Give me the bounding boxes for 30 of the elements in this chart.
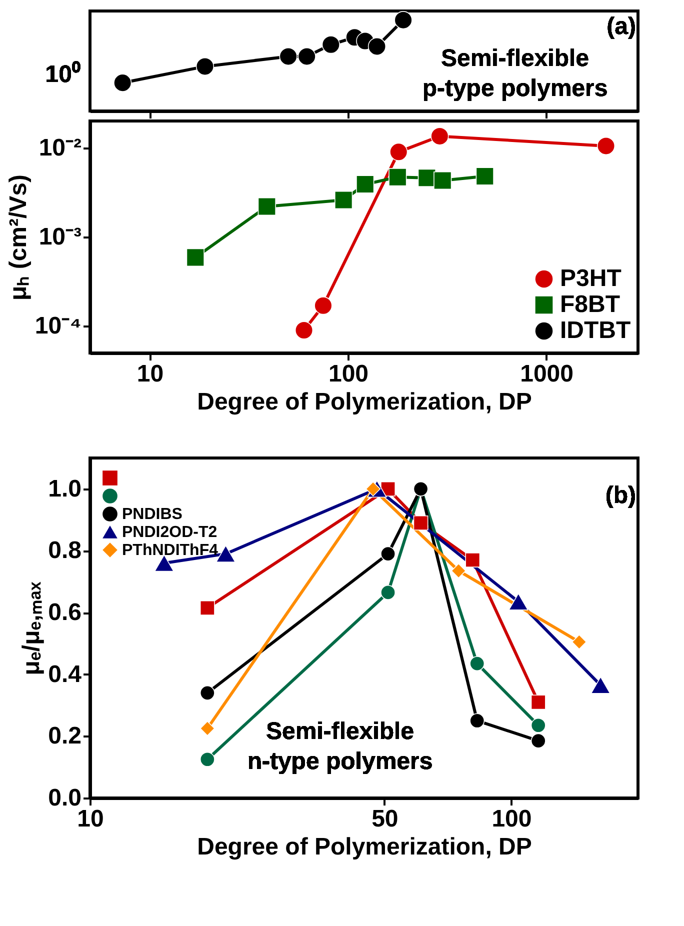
x-tick-label: 50 (372, 806, 398, 832)
y-tick-label: 10⁻³ (38, 224, 82, 250)
x-tick-label: 10 (136, 360, 164, 388)
annotation: (b) (605, 482, 636, 509)
y-tick-label: 10⁻² (38, 134, 82, 162)
legend-label: P3HT (560, 265, 622, 292)
x-axis-title: Degree of Polymerization, DP (197, 834, 532, 860)
legend-label: PThNDIThF4 (122, 542, 218, 559)
y-tick-label: 1.0 (48, 475, 82, 502)
legend-label: PNDIBS (122, 506, 183, 523)
y-axis-title: μₕ (cm²/Vs) (4, 174, 32, 301)
y-tick-label: 0.2 (48, 722, 82, 750)
annotation: (a) (606, 13, 636, 40)
x-tick-label: 100 (328, 360, 369, 388)
x-tick-label: 1000 (520, 360, 574, 388)
annotation: p-type polymers (422, 75, 608, 102)
x-axis-title: Degree of Polymerization, DP (197, 388, 532, 416)
y-tick-label: 0.8 (48, 537, 82, 564)
legend-label: PNDI2OD-T2 (122, 524, 218, 541)
y-tick-label: 10⁻⁴ (34, 312, 82, 340)
y-axis-title: μₑ/μₑ,ₘₐₓ (18, 581, 46, 676)
text: 10⁰ (45, 61, 81, 88)
legend-label: F8BT (560, 291, 620, 318)
annotation: Semi-flexible (440, 45, 590, 72)
y-tick-label: 0.6 (48, 599, 82, 626)
x-tick-label: 100 (492, 806, 532, 832)
legend-label: IDTBT (560, 317, 631, 344)
annotation: Semi-flexible (266, 718, 414, 745)
annotation: n-type polymers (247, 748, 433, 775)
y-tick-label: 0.4 (48, 660, 82, 688)
